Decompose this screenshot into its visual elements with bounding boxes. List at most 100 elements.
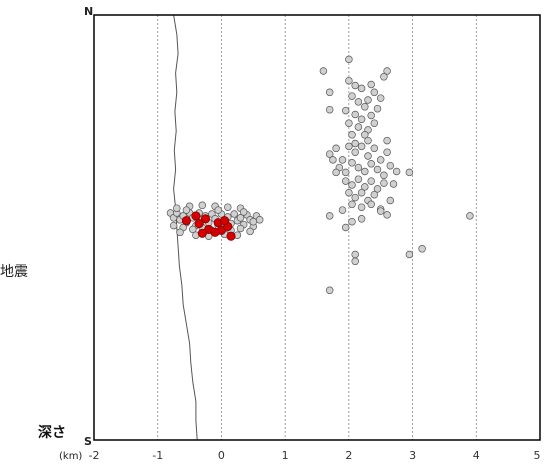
past-earthquake-point	[367, 177, 375, 185]
past-earthquake-point	[189, 225, 197, 234]
past-earthquake-point	[354, 163, 363, 172]
past-earthquake-point	[325, 88, 334, 97]
recent-earthquake-point	[220, 216, 230, 226]
past-earthquake-point	[169, 221, 178, 230]
past-earthquake-point	[332, 144, 340, 153]
past-earthquake-point	[367, 200, 375, 209]
past-earthquake-point	[351, 193, 359, 202]
x-tick-label: 5	[534, 449, 541, 462]
past-earthquake-point	[380, 73, 388, 81]
north-label: N	[84, 5, 93, 18]
past-earthquake-point	[364, 136, 372, 145]
past-earthquake-point	[405, 250, 414, 259]
past-earthquake-point	[361, 131, 369, 139]
past-earthquake-point	[392, 167, 401, 176]
past-earthquake-point	[370, 190, 379, 199]
past-earthquake-point	[364, 152, 372, 160]
past-earthquake-point	[319, 67, 328, 75]
past-earthquake-point	[239, 208, 248, 216]
past-earthquake-point	[405, 168, 414, 177]
past-earthquake-point	[338, 206, 347, 214]
past-earthquake-point	[332, 168, 340, 177]
past-earthquake-point	[354, 123, 363, 131]
past-earthquake-point	[370, 119, 379, 127]
past-earthquake-point	[364, 96, 372, 104]
past-earthquake-point	[173, 204, 181, 212]
past-earthquake-point	[348, 200, 356, 209]
south-label: S	[84, 435, 92, 448]
past-earthquake-point	[329, 156, 337, 164]
past-earthquake-point	[383, 136, 391, 145]
past-earthquake-point	[348, 92, 356, 100]
past-earthquake-point	[230, 210, 238, 218]
x-tick-label: -1	[152, 449, 163, 462]
past-earthquake-point	[386, 161, 395, 170]
past-earthquake-point	[380, 171, 388, 180]
x-tick-label: 0	[218, 449, 225, 462]
past-earthquake-point	[383, 67, 391, 75]
past-earthquake-point	[325, 105, 334, 114]
recent-earthquake-point	[194, 219, 204, 229]
past-earthquake-point	[345, 55, 353, 64]
past-earthquake-point	[361, 183, 369, 191]
plot-frame	[93, 14, 541, 441]
past-earthquake-point	[376, 156, 385, 164]
past-earthquake-point	[367, 111, 375, 120]
past-earthquake-point	[341, 223, 350, 232]
past-earthquake-point	[246, 227, 254, 236]
past-earthquake-point	[341, 168, 350, 177]
past-earthquake-point	[418, 245, 426, 253]
past-earthquake-point	[373, 165, 382, 174]
past-earthquake-point	[345, 142, 353, 151]
past-earthquake-point	[380, 179, 388, 187]
recent-earthquake-point	[210, 227, 220, 237]
past-earthquake-point	[357, 188, 366, 197]
past-earthquake-point	[357, 84, 366, 93]
past-earthquake-point	[325, 150, 334, 158]
x-tick-label: -2	[89, 449, 100, 462]
x-tick-label: 3	[409, 449, 416, 462]
past-earthquake-point	[354, 175, 363, 183]
past-earthquake-point	[338, 156, 347, 164]
past-earthquake-point	[386, 196, 395, 205]
past-earthquake-point	[348, 217, 356, 226]
recent-earthquake-point	[200, 214, 211, 224]
past-earthquake-point	[367, 160, 375, 168]
past-earthquake-point	[351, 250, 359, 259]
past-earthquake-point	[357, 203, 366, 211]
past-earthquake-point	[236, 224, 245, 233]
past-earthquake-point	[361, 103, 369, 111]
past-earthquake-point	[182, 206, 191, 214]
past-earthquake-point	[351, 81, 359, 90]
x-tick-labels: -2 -1 0 1 2 3 4 5	[89, 449, 541, 462]
recent-earthquake-points	[181, 211, 236, 241]
past-earthquake-point	[367, 80, 375, 89]
past-earthquake-point	[176, 228, 184, 237]
past-earthquake-point	[224, 203, 232, 211]
past-earthquake-point	[351, 110, 359, 119]
past-earthquake-point	[361, 167, 369, 176]
past-earthquake-point	[249, 217, 258, 226]
past-earthquake-point	[214, 206, 222, 214]
past-earthquake-point	[354, 98, 363, 106]
past-earthquake-point	[198, 201, 207, 210]
past-earthquake-point	[236, 214, 245, 222]
depth-label: 深さ	[38, 424, 66, 441]
past-earthquake-point	[255, 216, 264, 224]
past-earthquake-point	[373, 104, 382, 113]
x-tick-label: 2	[345, 449, 352, 462]
past-earthquake-point	[325, 286, 334, 295]
past-earthquake-point	[348, 181, 356, 189]
past-earthquake-point	[348, 159, 356, 167]
past-earthquake-point	[345, 119, 353, 127]
past-earthquake-point	[345, 76, 353, 85]
recent-earthquake-point	[191, 211, 201, 221]
past-earthquake-point	[383, 148, 391, 156]
past-earthquake-point	[341, 177, 350, 185]
past-earthquake-point	[370, 144, 379, 153]
past-earthquake-point	[466, 212, 474, 220]
past-earthquake-point	[376, 207, 385, 215]
x-tick-label: 4	[473, 449, 480, 462]
past-earthquake-point	[348, 131, 356, 139]
past-earthquake-point	[351, 139, 359, 148]
